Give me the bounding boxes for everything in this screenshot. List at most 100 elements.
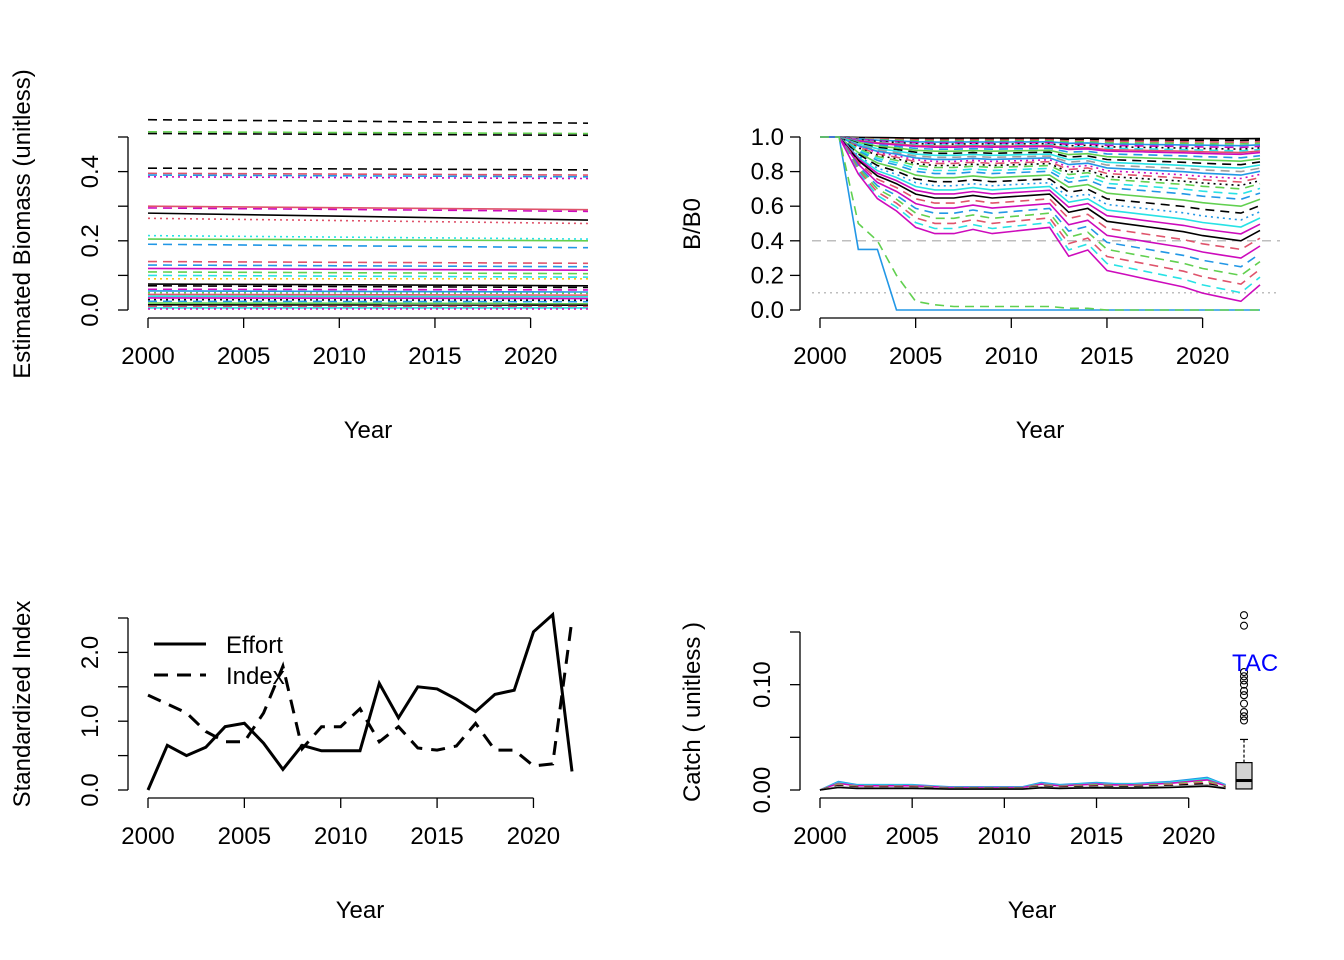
x-tick-label: 2000 — [121, 823, 174, 850]
depletion-series-line — [820, 136, 1260, 311]
x-tick-label: 2010 — [985, 343, 1038, 370]
biomass-series-line — [147, 298, 589, 302]
x-axis-title: Year — [344, 417, 393, 444]
biomass-series-line — [147, 283, 589, 287]
biomass-series-line — [147, 118, 589, 124]
index-series-line-index — [147, 619, 574, 768]
depletion-series-line — [820, 136, 1261, 176]
depletion-series-line — [820, 136, 1261, 228]
legend-label: Effort — [226, 632, 283, 659]
panel-biomass: 2000 2005 2010 2015 2020 Year 0.0 0.2 0.4 Estimat… — [9, 69, 589, 444]
x-tick-label: 2000 — [793, 343, 846, 370]
tac-outlier-point — [1239, 621, 1249, 630]
y-tick-label: 0.6 — [751, 193, 784, 220]
x-axis-title: Year — [336, 897, 385, 924]
tac-outlier-point — [1239, 691, 1249, 700]
y-tick-label: 0.2 — [751, 262, 784, 289]
x-tick-label: 2010 — [313, 343, 366, 370]
y-axis-title: Catch ( unitless ) — [679, 622, 706, 802]
depletion-series-line — [820, 136, 1261, 235]
depletion-series-line — [820, 136, 1261, 195]
tac-outlier-point — [1239, 672, 1249, 681]
biomass-series-line — [147, 295, 589, 298]
x-tick-label: 2020 — [1176, 343, 1229, 370]
biomass-series-line — [147, 174, 589, 178]
catch-series-line — [819, 785, 1226, 791]
y-tick-label: 1.0 — [751, 124, 784, 151]
x-tick-label: 2005 — [217, 343, 270, 370]
depletion-series-line — [820, 136, 1261, 173]
biomass-series-line — [147, 131, 589, 135]
depletion-series-line — [820, 136, 1261, 208]
tac-outlier-point — [1239, 686, 1249, 696]
x-tick-label: 2015 — [1070, 823, 1123, 850]
tac-box — [1235, 762, 1253, 790]
depletion-series-line — [820, 136, 1261, 201]
tac-outlier-point — [1239, 699, 1249, 708]
x-tick-label: 2005 — [889, 343, 942, 370]
x-tick-label: 2015 — [408, 343, 461, 370]
tac-outlier-point — [1239, 680, 1249, 689]
biomass-series-line — [147, 288, 589, 291]
tac-outlier-point — [1239, 611, 1249, 620]
x-tick-label: 2000 — [121, 343, 174, 370]
biomass-series-line — [147, 267, 589, 272]
biomass-series-line — [147, 172, 589, 176]
biomass-series-line — [147, 274, 589, 278]
x-tick-label: 2020 — [1162, 823, 1215, 850]
biomass-series-line — [147, 234, 589, 240]
biomass-series-line — [147, 205, 589, 211]
y-tick-label: 0.4 — [751, 228, 784, 255]
depletion-series-line — [820, 136, 1261, 145]
biomass-series-line — [147, 212, 589, 221]
depletion-series-line — [820, 136, 1261, 190]
panel-depletion: 2000 2005 2010 2015 2020 Year 0.0 0.2 0.4 0.6 0.8 1… — [679, 124, 1280, 444]
x-tick-label: 2000 — [793, 823, 846, 850]
y-tick-label: 0.0 — [77, 293, 104, 326]
x-tick-label: 2020 — [504, 343, 557, 370]
biomass-series-line — [147, 207, 589, 213]
legend-label: Index — [226, 663, 285, 690]
tac-label: TAC — [1232, 650, 1278, 677]
y-tick-label: 0.0 — [77, 773, 104, 806]
depletion-series-line — [820, 136, 1260, 311]
x-tick-label: 2020 — [507, 823, 560, 850]
tac-outlier-point — [1239, 716, 1249, 725]
y-axis-title: Standardized Index — [9, 601, 36, 808]
biomass-series-line — [147, 291, 589, 295]
biomass-series-line — [147, 217, 589, 225]
tac-outlier-point — [1239, 676, 1249, 685]
index-series-line-effort — [146, 611, 574, 791]
y-tick-label: 0.00 — [749, 767, 776, 814]
biomass-series-line — [147, 175, 589, 180]
y-tick-label: 0.0 — [751, 297, 784, 324]
biomass-series-line — [147, 293, 589, 296]
depletion-series-line — [820, 136, 1261, 142]
y-tick-label: 0.10 — [749, 661, 776, 708]
biomass-series-line — [147, 260, 589, 265]
tac-outlier-point — [1239, 667, 1249, 677]
tac-outlier-point — [1239, 712, 1249, 721]
y-axis-title: B/B0 — [679, 198, 706, 250]
depletion-series-line — [820, 136, 1261, 294]
y-axis-title: Estimated Biomass (unitless) — [9, 69, 36, 378]
depletion-series-line — [820, 136, 1261, 150]
biomass-series-line — [147, 132, 589, 137]
panel-catch: 2000 2005 2010 2015 2020 Year 0.00 0.10 Catch ( … — [679, 611, 1278, 924]
depletion-series-line — [820, 136, 1261, 303]
depletion-series-line — [820, 136, 1261, 147]
depletion-series-line — [820, 136, 1261, 251]
depletion-series-line — [820, 136, 1261, 152]
x-tick-label: 2015 — [1080, 343, 1133, 370]
depletion-series-line — [820, 136, 1261, 149]
depletion-series-line — [820, 136, 1261, 214]
biomass-series-line — [147, 271, 589, 275]
x-tick-label: 2005 — [218, 823, 271, 850]
depletion-series-line — [820, 136, 1261, 159]
x-axis-title: Year — [1016, 417, 1065, 444]
depletion-series-line — [820, 136, 1261, 221]
y-tick-label: 0.2 — [77, 224, 104, 257]
biomass-series-line — [147, 284, 589, 289]
x-axis-title: Year — [1008, 897, 1057, 924]
biomass-series-line — [147, 243, 589, 249]
